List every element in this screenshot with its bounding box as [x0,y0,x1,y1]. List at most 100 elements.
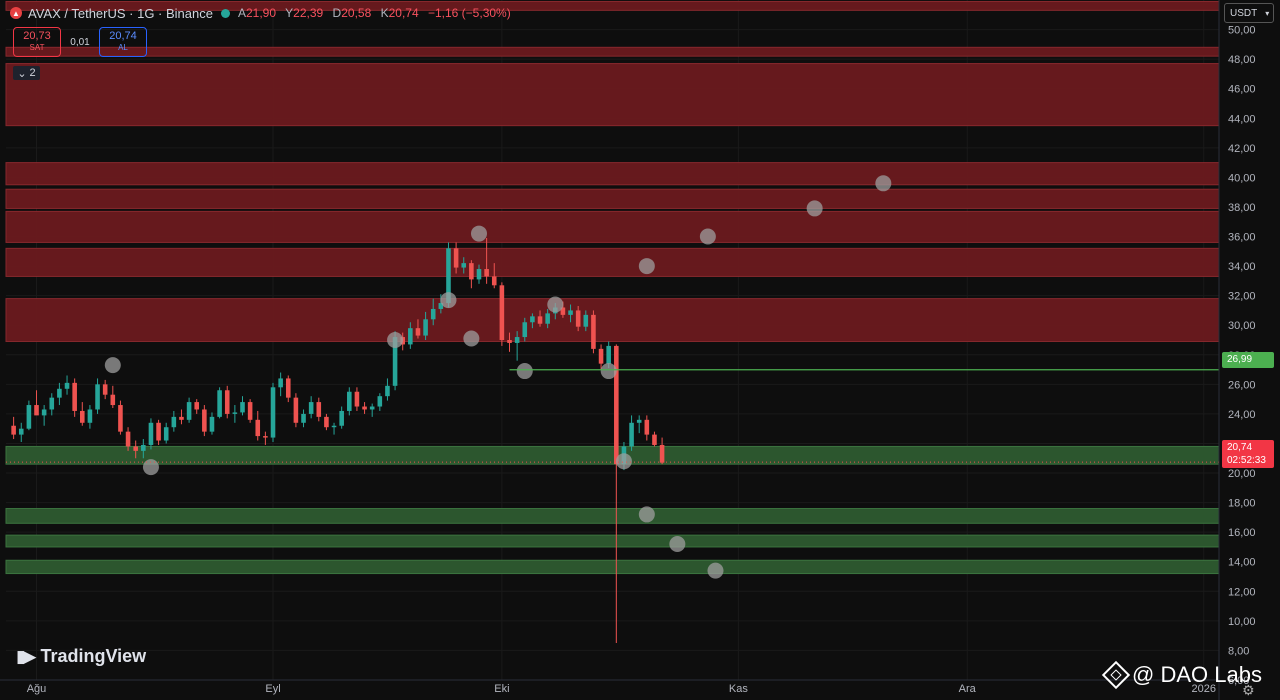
candle-body [636,419,642,423]
x-tick-label: 2026 [1192,683,1216,695]
candle-body [324,416,329,428]
candle-body [87,409,93,423]
candle-body [255,419,261,437]
candle-body [652,434,657,445]
marker-dot [547,296,564,313]
tradingview-text: TradingView [40,646,147,666]
candle-body [491,276,497,286]
ohlc-values: A21,90 Y22,39 D20,58 K20,74 −1,16 (−5,30… [238,6,511,20]
sell-label: SAT [29,43,45,52]
candle-body [507,340,512,343]
y-tick-label: 42,00 [1228,143,1256,155]
y-tick-label: 36,00 [1228,232,1256,244]
candle-body [583,314,589,327]
candle-body [263,436,268,438]
candle-body [514,337,520,343]
candle-body [171,416,177,428]
marker-dot [387,332,404,348]
marker-dot [615,453,632,470]
support-zone [5,559,1220,575]
candle-body [476,269,482,280]
x-tick-label: Ağu [27,683,47,695]
candle-body [446,248,451,304]
chart-header: ▲ AVAX / TetherUS · 1G · Binance A21,90 … [10,3,511,23]
markers [104,175,892,579]
y-tick-label: 38,00 [1228,202,1256,214]
candle-body [247,402,253,420]
resistance-zone [5,162,1220,186]
candle-body [430,308,436,320]
support-zone [5,534,1220,548]
open-value: 21,90 [246,6,277,20]
candle-body [408,328,413,345]
candle-body [415,328,421,336]
marker-dot [638,258,655,275]
candle-body [644,419,650,435]
candle-body [484,269,489,277]
candle-body [72,382,77,411]
candle-body [293,397,299,423]
candle-body [125,431,131,447]
watermark: @ DAO Labs [1101,660,1262,690]
last-price: 20,74 [1227,442,1253,453]
y-tick-label: 32,00 [1228,291,1256,303]
y-tick-label: 26,00 [1228,379,1256,391]
marker-dot [470,225,487,242]
candle-body [316,402,322,417]
x-tick-label: Ara [959,683,977,695]
candle-body [347,391,352,411]
candle-body [354,391,360,407]
candle-body [606,345,611,364]
resistance-zone [5,46,1220,57]
settings-gear-icon[interactable]: ⚙ [1242,682,1255,698]
x-tick-label: Kas [729,683,748,695]
candle-body [362,406,367,410]
sell-button[interactable]: 20,73 SAT [13,27,61,57]
y-tick-label: 34,00 [1228,261,1256,273]
candle-body [240,402,245,413]
candle-body [102,384,108,395]
y-tick-label: 16,00 [1228,527,1256,539]
marker-dot [875,175,892,192]
candle-body [423,319,428,336]
zones [5,0,1220,575]
candle-body [11,425,16,435]
marker-dot [463,330,480,347]
indicators-toggle[interactable]: ⌄ 2 [13,66,40,80]
marker-dot [600,363,617,380]
resistance-zone [5,188,1220,209]
tradingview-logo[interactable]: ▮▶ TradingView [16,646,146,667]
candle-body [217,390,222,417]
resistance-zone [5,247,1220,277]
marker-dot [516,363,533,380]
buy-button[interactable]: 20,74 AL [99,27,147,57]
watermark-text: @ DAO Labs [1132,662,1262,687]
marker-dot [699,228,716,245]
candle-body [232,412,238,414]
high-value: 22,39 [293,6,324,20]
candle-body [499,285,505,340]
buy-price: 20,74 [109,30,137,42]
symbol-title[interactable]: AVAX / TetherUS · 1G · Binance [28,5,213,21]
candle-body [560,307,566,315]
avax-logo-icon: ▲ [10,7,22,19]
last-price-tag: 20,74 02:52:33 [1222,440,1274,468]
candle-body [57,388,62,398]
candle-body [629,422,634,447]
candle-body [179,416,184,420]
marker-dot [669,536,686,552]
marker-dot [142,459,159,476]
candle-body [461,263,467,268]
candle-body [591,314,596,349]
open-label: A [237,6,246,20]
candle-body [537,316,543,324]
candle-body [575,310,581,327]
candle-body [118,405,123,432]
candle-body [331,425,337,428]
tradingview-icon: ▮▶ [16,646,36,666]
candle-body [545,313,550,324]
candle-body [568,310,573,315]
currency-select[interactable]: USDT ▾ [1224,3,1274,23]
